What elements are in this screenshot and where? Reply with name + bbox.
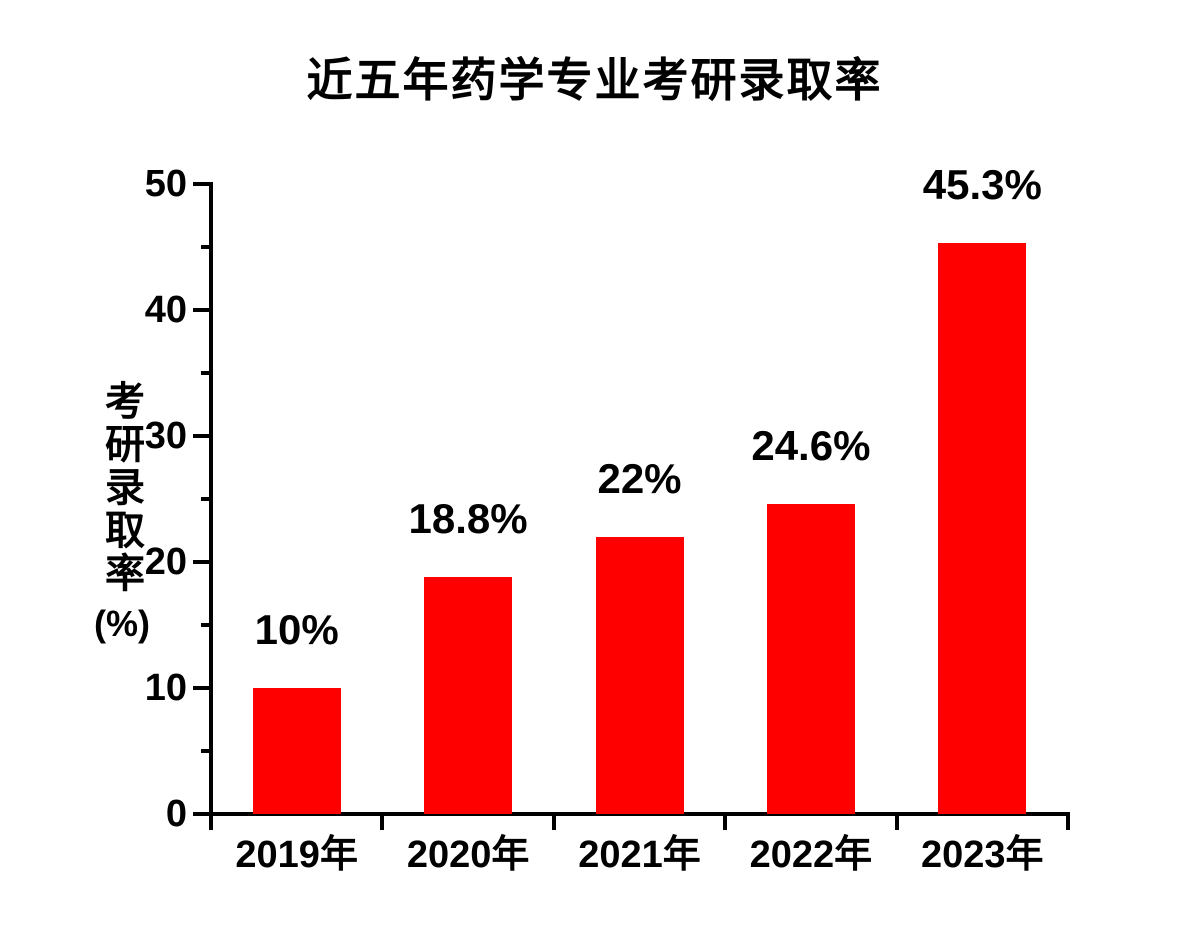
- x-tick-label: 2020年: [406, 834, 530, 876]
- bar-value-label: 24.6%: [751, 422, 871, 470]
- x-boundary-tick: [551, 814, 556, 830]
- y-minor-tick: [201, 497, 209, 501]
- bar-value-label: 18.8%: [408, 495, 528, 543]
- y-tick-label: 40: [144, 289, 187, 331]
- x-boundary-tick: [209, 814, 213, 830]
- y-minor-tick: [201, 749, 209, 753]
- y-major-tick: [193, 434, 209, 438]
- y-major-tick: [193, 182, 209, 186]
- x-boundary-tick: [894, 814, 899, 830]
- y-tick-label: 20: [144, 541, 187, 583]
- bar-value-label: 45.3%: [922, 161, 1042, 209]
- x-tick-label: 2019年: [235, 834, 358, 876]
- bar-2020年: [424, 577, 513, 814]
- y-axis-title-text: 考研录取率: [99, 380, 143, 595]
- y-major-tick: [193, 560, 209, 564]
- y-major-tick: [193, 812, 209, 816]
- y-tick-label: 10: [144, 667, 187, 709]
- y-minor-tick: [201, 371, 209, 375]
- bar-2023年: [938, 243, 1027, 814]
- x-boundary-tick: [723, 814, 728, 830]
- y-axis-title-unit: (%): [94, 603, 150, 644]
- y-minor-tick: [201, 245, 209, 249]
- bar-value-label: 22%: [597, 454, 682, 502]
- y-axis-line: [209, 182, 213, 816]
- x-boundary-tick: [1066, 814, 1070, 830]
- y-tick-label: 0: [165, 793, 187, 835]
- x-axis-line: [209, 812, 1070, 816]
- y-major-tick: [193, 686, 209, 690]
- x-boundary-tick: [380, 814, 385, 830]
- y-axis-title: 考研录取率 (%): [94, 380, 150, 645]
- x-tick-label: 2021年: [578, 834, 701, 876]
- y-minor-tick: [201, 623, 209, 627]
- y-tick-label: 30: [144, 415, 187, 457]
- bar-2019年: [252, 688, 341, 814]
- bar-value-label: 10%: [254, 606, 339, 653]
- y-major-tick: [193, 308, 209, 312]
- bar-2021年: [595, 536, 684, 814]
- x-tick-label: 2023年: [921, 834, 1044, 876]
- chart-title: 近五年药学专业考研录取率: [306, 54, 883, 106]
- bar-2022年: [766, 504, 855, 814]
- y-tick-label: 50: [144, 163, 187, 205]
- x-tick-label: 2022年: [749, 834, 873, 876]
